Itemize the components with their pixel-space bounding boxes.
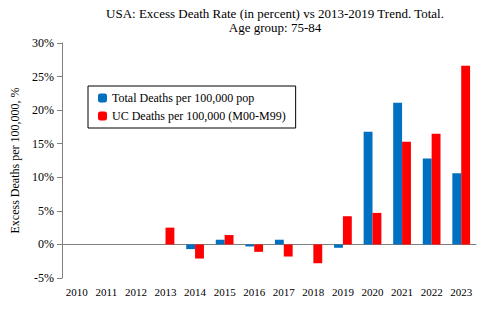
svg-text:2014: 2014 [184, 286, 207, 298]
svg-text:Total Deaths per 100,000 pop: Total Deaths per 100,000 pop [112, 91, 254, 105]
svg-text:Excess Deaths per 100,000, %: Excess Deaths per 100,000, % [8, 88, 22, 234]
svg-text:2016: 2016 [243, 286, 266, 298]
svg-text:20%: 20% [32, 103, 54, 117]
svg-text:UC Deaths per 100,000 (M00-M99: UC Deaths per 100,000 (M00-M99) [112, 109, 286, 123]
svg-text:Age group: 75-84: Age group: 75-84 [229, 20, 322, 35]
svg-text:2022: 2022 [421, 286, 443, 298]
svg-text:-5%: -5% [34, 271, 54, 285]
svg-text:25%: 25% [32, 70, 54, 84]
svg-text:2023: 2023 [450, 286, 473, 298]
svg-text:2013: 2013 [155, 286, 178, 298]
svg-text:2018: 2018 [302, 286, 325, 298]
svg-text:2021: 2021 [391, 286, 413, 298]
svg-text:2020: 2020 [362, 286, 385, 298]
svg-text:2012: 2012 [125, 286, 147, 298]
svg-text:30%: 30% [32, 36, 54, 50]
svg-text:2010: 2010 [66, 286, 89, 298]
svg-text:5%: 5% [38, 204, 54, 218]
svg-text:0%: 0% [38, 237, 54, 251]
svg-text:2017: 2017 [273, 286, 296, 298]
svg-text:2019: 2019 [332, 286, 355, 298]
svg-text:10%: 10% [32, 170, 54, 184]
svg-text:2011: 2011 [96, 286, 118, 298]
svg-text:15%: 15% [32, 137, 54, 151]
svg-text:2015: 2015 [214, 286, 237, 298]
svg-text:USA: Excess Death Rate (in per: USA: Excess Death Rate (in percent) vs 2… [106, 6, 444, 21]
